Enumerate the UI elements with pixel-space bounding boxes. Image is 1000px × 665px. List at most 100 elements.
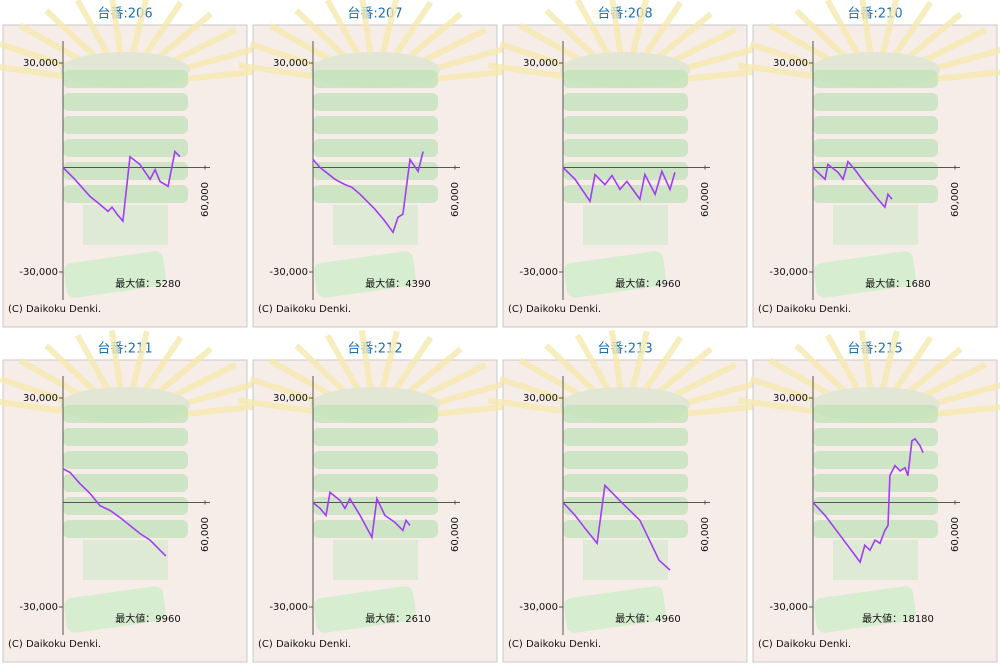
decor-tray-bottom bbox=[314, 251, 416, 298]
decor-tray bbox=[813, 116, 938, 134]
copyright: (C) Daikoku Denki. bbox=[258, 304, 351, 315]
copyright: (C) Daikoku Denki. bbox=[8, 639, 101, 650]
decor-tray-bottom bbox=[64, 586, 166, 633]
decor-tray-bottom bbox=[64, 251, 166, 298]
data-line bbox=[562, 166, 676, 204]
max-annotation: 最大値：5280 bbox=[115, 277, 180, 290]
chart-panel: 30,000 -30,000 60,000 最大値：4390 (C) Daikoku D… bbox=[237, 0, 514, 328]
copyright: (C) Daikoku Denki. bbox=[8, 304, 101, 315]
y-tick-label: -30,000 bbox=[269, 267, 308, 278]
decor-tray bbox=[63, 70, 188, 88]
y-tick-label: 30,000 bbox=[523, 58, 558, 69]
y-tick-label: -30,000 bbox=[519, 602, 558, 613]
data-line bbox=[62, 149, 181, 224]
decor-tray bbox=[563, 474, 688, 492]
decor-tray bbox=[313, 139, 438, 157]
y-tick-label: -30,000 bbox=[19, 267, 58, 278]
decor-tray bbox=[63, 474, 188, 492]
max-annotation: 最大値：4390 bbox=[365, 277, 430, 290]
max-annotation: 最大値：4960 bbox=[615, 277, 680, 290]
decor-base bbox=[583, 540, 668, 580]
decor-base bbox=[333, 540, 418, 580]
y-tick-label: -30,000 bbox=[19, 602, 58, 613]
decor-tray bbox=[563, 520, 688, 538]
decor-tray bbox=[563, 405, 688, 423]
data-line bbox=[562, 483, 671, 571]
decor-base bbox=[83, 540, 168, 580]
decor-tray bbox=[313, 116, 438, 134]
decor-base bbox=[583, 205, 668, 245]
decor-tray bbox=[313, 428, 438, 446]
chart-panel: 30,000 -30,000 60,000 最大値：9960 (C) Daikoku D… bbox=[0, 329, 264, 663]
decor-base bbox=[83, 205, 168, 245]
decor-tray bbox=[813, 520, 938, 538]
max-annotation: 最大値：1680 bbox=[865, 277, 930, 290]
y-tick-label: 30,000 bbox=[273, 58, 308, 69]
decor-tray bbox=[813, 428, 938, 446]
decor-tray bbox=[813, 162, 938, 180]
y-tick-label: -30,000 bbox=[769, 267, 808, 278]
decor-tray bbox=[313, 474, 438, 492]
decor-tray bbox=[813, 497, 938, 515]
decor-tray bbox=[313, 185, 438, 203]
x-tick-label: 60,000 bbox=[450, 182, 461, 217]
y-tick-label: -30,000 bbox=[519, 267, 558, 278]
chart-panel: 30,000 -30,000 60,000 最大値：5280 (C) Daikoku D… bbox=[0, 0, 264, 328]
max-annotation: 最大値：4960 bbox=[615, 612, 680, 625]
chart-panel: 30,000 -30,000 60,000 最大値：18180 (C) Daikoku … bbox=[737, 329, 1000, 663]
y-tick-label: -30,000 bbox=[269, 602, 308, 613]
y-tick-label: 30,000 bbox=[23, 58, 58, 69]
copyright: (C) Daikoku Denki. bbox=[758, 639, 851, 650]
decor-tray bbox=[813, 70, 938, 88]
decor-base bbox=[833, 540, 918, 580]
decor-tray bbox=[63, 139, 188, 157]
x-tick-label: 60,000 bbox=[950, 182, 961, 217]
decor-tray bbox=[313, 520, 438, 538]
x-tick-label: 60,000 bbox=[200, 517, 211, 552]
decor-tray bbox=[563, 93, 688, 111]
decor-tray bbox=[63, 520, 188, 538]
copyright: (C) Daikoku Denki. bbox=[758, 304, 851, 315]
y-tick-label: 30,000 bbox=[273, 393, 308, 404]
x-tick-label: 60,000 bbox=[700, 182, 711, 217]
chart-panel: 30,000 -30,000 60,000 最大値：4960 (C) Daikoku D… bbox=[487, 0, 764, 328]
decor-tray bbox=[63, 497, 188, 515]
decor-tray bbox=[63, 405, 188, 423]
x-tick-label: 60,000 bbox=[450, 517, 461, 552]
data-line bbox=[812, 159, 893, 209]
decor-tray bbox=[63, 93, 188, 111]
max-annotation: 最大値：2610 bbox=[365, 612, 430, 625]
decor-tray bbox=[563, 139, 688, 157]
decor-tray bbox=[63, 451, 188, 469]
copyright: (C) Daikoku Denki. bbox=[508, 304, 601, 315]
decor-tray bbox=[563, 162, 688, 180]
data-line bbox=[62, 467, 167, 557]
x-tick-label: 60,000 bbox=[950, 517, 961, 552]
data-line bbox=[312, 490, 411, 540]
decor-tray bbox=[813, 185, 938, 203]
decor-base bbox=[833, 205, 918, 245]
decor-tray bbox=[313, 162, 438, 180]
max-annotation: 最大値：9960 bbox=[115, 612, 180, 625]
decor-tray bbox=[63, 428, 188, 446]
decor-tray bbox=[563, 428, 688, 446]
decor-tray bbox=[563, 451, 688, 469]
decor-tray bbox=[313, 451, 438, 469]
y-tick-label: 30,000 bbox=[773, 58, 808, 69]
copyright: (C) Daikoku Denki. bbox=[258, 639, 351, 650]
decor-tray bbox=[813, 405, 938, 423]
copyright: (C) Daikoku Denki. bbox=[508, 639, 601, 650]
decor-tray bbox=[813, 474, 938, 492]
decor-tray-bottom bbox=[814, 586, 916, 633]
decor-tray bbox=[813, 451, 938, 469]
x-tick-label: 60,000 bbox=[700, 517, 711, 552]
decor-tray-bottom bbox=[564, 586, 666, 633]
decor-tray bbox=[313, 93, 438, 111]
decor-tray bbox=[63, 116, 188, 134]
y-tick-label: 30,000 bbox=[23, 393, 58, 404]
y-tick-label: -30,000 bbox=[769, 602, 808, 613]
decor-tray bbox=[813, 93, 938, 111]
data-line bbox=[312, 151, 424, 235]
decor-tray bbox=[813, 139, 938, 157]
